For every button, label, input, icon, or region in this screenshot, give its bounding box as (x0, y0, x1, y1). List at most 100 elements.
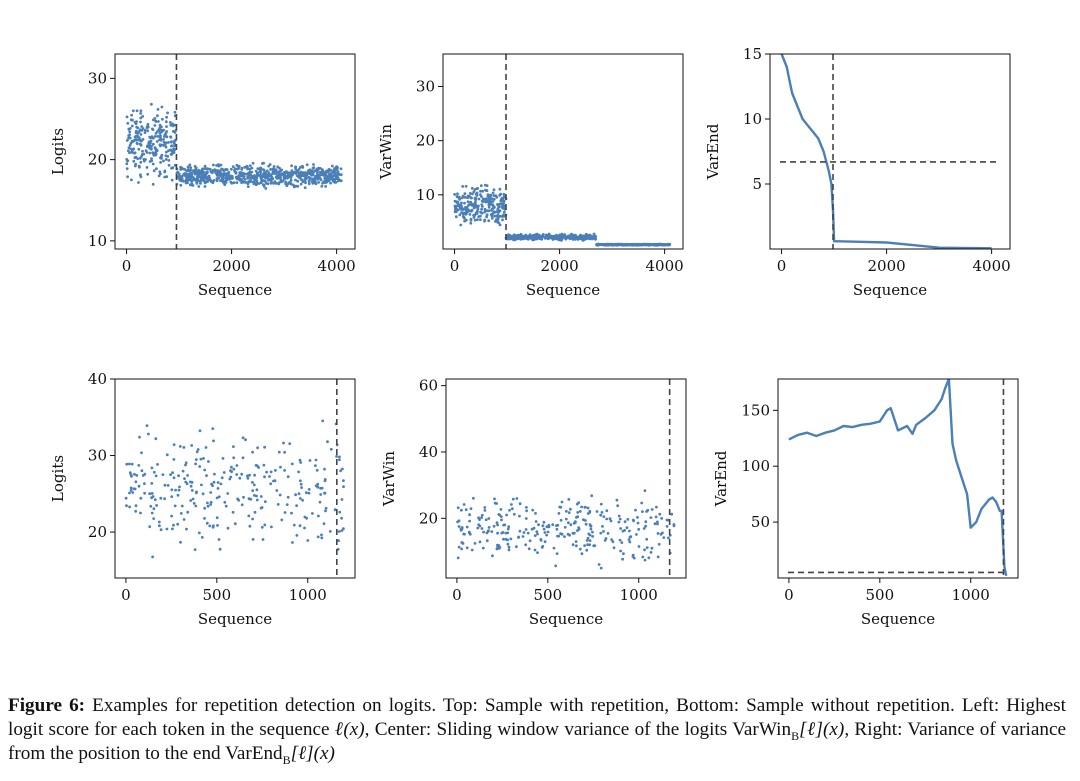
bottom-varwin-point (525, 509, 528, 513)
caption-math-varwin: [ℓ](x) (799, 719, 845, 740)
top-logits-point (278, 170, 281, 174)
top-logits-point (169, 123, 173, 127)
bottom-logits-point (183, 477, 186, 480)
top-logits-point (234, 175, 238, 179)
bottom-logits-point (190, 489, 194, 492)
bottom-logits-ytick-label: 20 (88, 523, 107, 541)
bottom-logits-point (152, 517, 156, 520)
top-logits-point (320, 184, 324, 188)
bottom-varwin-point (457, 519, 461, 523)
bottom-varwin-point (468, 513, 471, 517)
bottom-logits-point (206, 501, 209, 505)
bottom-logits-xtick-label: 500 (202, 586, 231, 604)
top-logits-point (293, 184, 296, 188)
bottom-logits-point (291, 541, 294, 544)
top-logits-point (132, 159, 136, 163)
bottom-logits-point (203, 468, 207, 472)
bottom-logits-point (170, 495, 174, 498)
top-logits-point (195, 182, 199, 185)
top-logits-point (137, 181, 140, 184)
top-logits-point (191, 184, 195, 187)
top-logits-point (248, 164, 252, 168)
top-logits-point (235, 181, 239, 185)
bottom-logits-point (184, 463, 187, 467)
top-logits-point (307, 182, 311, 186)
bottom-logits-point (156, 463, 159, 466)
top-logits-point (179, 165, 183, 169)
bottom-varwin-point (507, 525, 511, 529)
bottom-varwin-ytick-label: 40 (419, 443, 438, 461)
top-varwin-ylabel: VarWin (377, 124, 395, 181)
bottom-varwin-ytick-label: 60 (419, 377, 438, 395)
bottom-varwin-point (564, 517, 568, 521)
top-logits-point (274, 182, 278, 185)
bottom-logits-point (220, 476, 224, 480)
top-logits-point (280, 179, 284, 183)
bottom-varwin-point (546, 530, 550, 534)
top-logits-point (164, 132, 168, 135)
top-logits-point (158, 135, 162, 138)
bottom-logits-frame (114, 378, 356, 579)
top-logits-point (145, 166, 149, 169)
bottom-logits-point (194, 458, 198, 461)
top-logits-point (196, 170, 200, 174)
top-logits-point (187, 177, 191, 180)
top-logits-point (294, 165, 297, 169)
top-varwin-point (611, 243, 614, 247)
top-logits-point (170, 166, 174, 170)
top-varwin-point (498, 223, 502, 227)
bottom-logits-point (278, 493, 282, 497)
bottom-logits-point (125, 504, 128, 508)
top-logits-point (290, 164, 293, 168)
top-varwin-point (463, 207, 467, 211)
top-varend-line (780, 54, 992, 249)
top-logits-point (127, 136, 130, 140)
top-logits-point (316, 168, 320, 172)
top-varwin-point (591, 237, 594, 241)
bottom-logits-ytick-label: 30 (88, 447, 107, 465)
top-varend-xtick-label: 4000 (973, 257, 1011, 275)
bottom-varwin-point (597, 563, 601, 566)
bottom-logits-point (205, 474, 208, 477)
bottom-logits-point (172, 443, 176, 446)
top-varwin-point (492, 197, 496, 201)
bottom-logits-plot-area (124, 419, 345, 559)
top-logits-point (300, 173, 304, 177)
bottom-varwin-point (583, 544, 586, 547)
bottom-logits-point (204, 446, 208, 449)
bottom-logits-point (299, 461, 303, 464)
bottom-logits-point (263, 500, 267, 503)
bottom-varwin-point (497, 547, 501, 550)
bottom-varwin-point (641, 510, 644, 513)
bottom-varwin-point (483, 506, 487, 509)
bottom-logits-point (182, 518, 186, 521)
top-logits-point (191, 169, 195, 173)
top-logits-point (270, 177, 274, 181)
top-logits-point (128, 130, 132, 134)
top-logits-point (222, 176, 225, 179)
bottom-logits-point (342, 527, 345, 531)
top-logits-point (330, 171, 334, 175)
bottom-varend-frame (777, 378, 1019, 579)
top-logits-point (170, 140, 173, 144)
bottom-logits-point (186, 510, 190, 514)
top-logits-point (126, 121, 130, 125)
top-logits-point (150, 159, 154, 163)
bottom-varwin-point (656, 520, 659, 524)
top-logits-point (197, 185, 201, 188)
bottom-logits-point (184, 461, 188, 465)
bottom-logits-point (209, 503, 213, 506)
bottom-varwin-point (500, 531, 504, 535)
top-logits-point (141, 127, 145, 130)
top-logits-point (173, 110, 177, 114)
bottom-logits-point (189, 480, 192, 484)
top-logits-point (306, 171, 310, 175)
bottom-varwin-point (499, 508, 503, 511)
bottom-logits-point (151, 555, 155, 559)
top-logits-point (257, 182, 261, 185)
bottom-logits-point (235, 464, 239, 467)
top-logits-point (246, 175, 250, 179)
bottom-varwin-point (590, 494, 594, 498)
top-varwin-point (544, 235, 547, 239)
top-logits-point (240, 174, 244, 177)
